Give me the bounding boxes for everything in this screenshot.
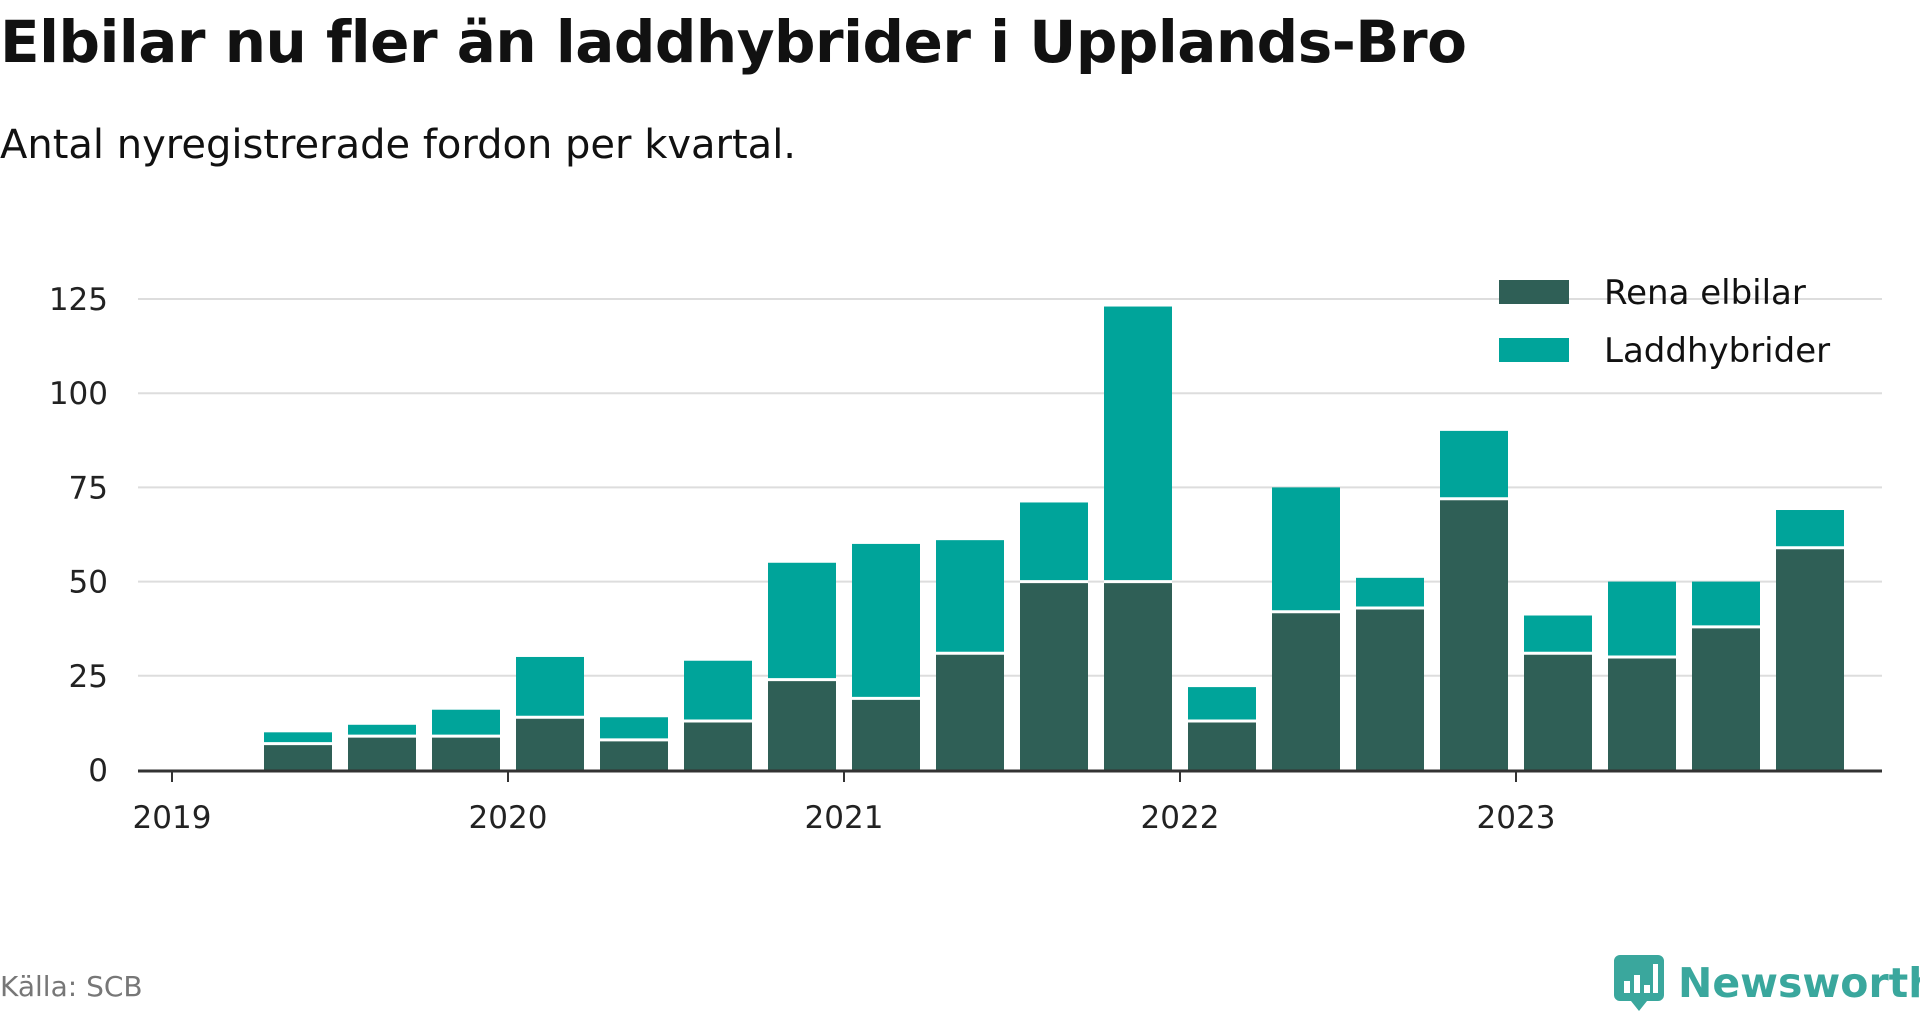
bar-rena-elbilar	[600, 739, 668, 770]
bar-laddhybrider	[936, 540, 1004, 654]
bar-rena-elbilar	[1608, 656, 1676, 770]
bar-laddhybrider	[348, 724, 416, 737]
bar-rena-elbilar	[1272, 611, 1340, 770]
chart-title: Elbilar nu fler än laddhybrider i Upplan…	[0, 8, 1467, 76]
legend-swatch	[1499, 280, 1569, 304]
bar-rena-elbilar	[1524, 653, 1592, 770]
bar-laddhybrider	[600, 717, 668, 740]
bar-laddhybrider	[1188, 687, 1256, 722]
bar-laddhybrider	[1440, 430, 1508, 499]
bar-laddhybrider	[1104, 306, 1172, 582]
y-tick-label: 50	[69, 565, 108, 601]
bar-laddhybrider	[516, 656, 584, 718]
bar-laddhybrider	[432, 709, 500, 737]
x-tick-label: 2022	[1141, 800, 1220, 836]
bar-rena-elbilar	[432, 736, 500, 770]
bar-laddhybrider	[684, 660, 752, 722]
legend-label: Laddhybrider	[1604, 331, 1830, 371]
brand-logo: Newsworthy	[1614, 954, 1920, 1012]
bar-laddhybrider	[1524, 615, 1592, 654]
bar-rena-elbilar	[1440, 498, 1508, 770]
x-tick-label: 2019	[133, 800, 212, 836]
stacked-bar-chart: 0 25 50 75 100 125 2019 2020 2021 2022 2023 Rena e…	[49, 273, 1882, 836]
bar-laddhybrider	[1020, 502, 1088, 582]
bar-laddhybrider	[1272, 487, 1340, 612]
y-tick-label: 75	[69, 470, 108, 506]
bar-rena-elbilar	[264, 743, 332, 770]
bar-rena-elbilar	[1020, 581, 1088, 770]
chart-subtitle: Antal nyregistrerade fordon per kvartal.	[0, 122, 797, 168]
y-tick-label: 0	[88, 753, 108, 789]
y-tick-label: 125	[49, 282, 108, 318]
bar-rena-elbilar	[1104, 581, 1172, 770]
bar-laddhybrider	[264, 732, 332, 744]
gridlines	[138, 298, 1882, 677]
bars	[264, 306, 1844, 770]
newsworthy-chart-bubble-icon	[1614, 955, 1664, 1011]
x-tick-label: 2021	[805, 800, 884, 836]
bar-rena-elbilar	[1692, 626, 1760, 770]
source-note: Källa: SCB	[0, 970, 143, 1003]
legend-swatch	[1499, 338, 1569, 362]
brand-name: Newsworthy	[1678, 959, 1920, 1007]
bar-laddhybrider	[1356, 577, 1424, 608]
bar-rena-elbilar	[936, 653, 1004, 770]
bar-rena-elbilar	[348, 736, 416, 770]
legend: Rena elbilar Laddhybrider	[1499, 273, 1830, 371]
bar-laddhybrider	[1692, 581, 1760, 627]
x-tick-label: 2020	[469, 800, 548, 836]
bar-laddhybrider	[852, 543, 920, 699]
bar-laddhybrider	[1776, 510, 1844, 548]
bar-rena-elbilar	[684, 721, 752, 770]
y-tick-label: 100	[49, 376, 108, 412]
y-tick-label: 25	[69, 659, 108, 695]
x-tick-label: 2023	[1477, 800, 1556, 836]
bar-rena-elbilar	[1188, 721, 1256, 770]
bar-rena-elbilar	[768, 679, 836, 770]
bar-rena-elbilar	[1356, 607, 1424, 770]
bar-rena-elbilar	[516, 717, 584, 770]
bar-laddhybrider	[1608, 581, 1676, 657]
axes: 0 25 50 75 100 125 2019 2020 2021 2022 2023	[49, 282, 1882, 836]
legend-label: Rena elbilar	[1604, 273, 1806, 313]
bar-rena-elbilar	[1776, 547, 1844, 770]
bar-rena-elbilar	[852, 698, 920, 770]
bar-laddhybrider	[768, 562, 836, 680]
